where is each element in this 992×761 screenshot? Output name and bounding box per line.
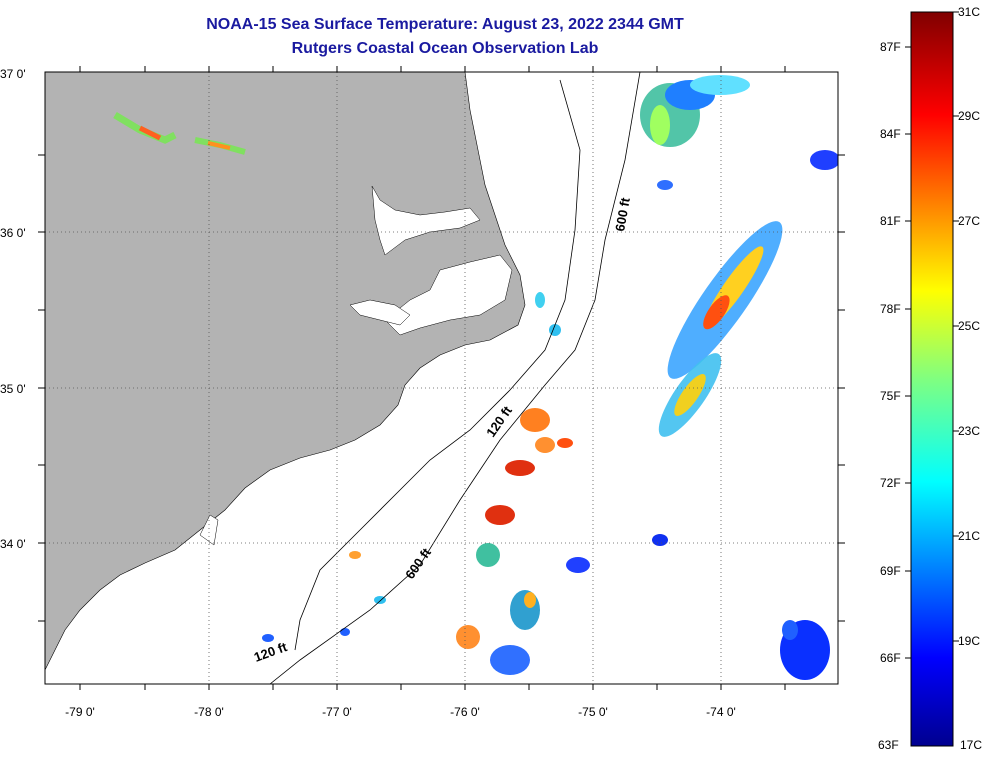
isobath-label: 600 ft: [612, 196, 633, 233]
albemarle-sound: [371, 185, 481, 256]
colorbar-f-label: 87F: [880, 40, 901, 54]
colorbar-f-label: 78F: [880, 302, 901, 316]
lat-label: 37 0': [0, 67, 26, 81]
sst-patches: [113, 75, 838, 680]
colorbar-ticks: [905, 11, 959, 659]
colorbar-c-label: 19C: [958, 634, 981, 648]
map-frame: [44, 71, 839, 685]
colorbar-c-label: 29C: [958, 109, 981, 123]
colorbar-f-label: 72F: [880, 476, 901, 490]
lat-label: 35 0': [0, 382, 26, 396]
graticule: [45, 72, 838, 684]
colorbar-f-label: 75F: [880, 389, 901, 403]
colorbar-c-label: 23C: [958, 424, 981, 438]
lat-label: 36 0': [0, 226, 26, 240]
lon-label: -78 0': [194, 705, 224, 719]
lon-label: -75 0': [578, 705, 608, 719]
colorbar-f-label: 84F: [880, 127, 901, 141]
neuse-river: [349, 299, 411, 326]
map-title: NOAA-15 Sea Surface Temperature: August …: [206, 16, 684, 33]
colorbar-c-label: 31C: [958, 5, 981, 19]
map-subtitle: Rutgers Coastal Ocean Observation Lab: [291, 40, 599, 57]
cape-fear-estuary: [199, 514, 219, 546]
lon-label: -77 0': [322, 705, 352, 719]
lat-label: 34 0': [0, 537, 26, 551]
lon-label: -74 0': [706, 705, 736, 719]
colorbar: [910, 11, 954, 747]
colorbar-f-label: 69F: [880, 564, 901, 578]
isobaths: [269, 72, 641, 684]
pamlico-sound: [384, 254, 513, 336]
colorbar-c-label: 17C: [960, 738, 983, 752]
colorbar-c-label: 27C: [958, 214, 981, 228]
colorbar-c-label: 21C: [958, 529, 981, 543]
colorbar-c-label: 25C: [958, 319, 981, 333]
lon-label: -76 0': [450, 705, 480, 719]
colorbar-f-label: 81F: [880, 214, 901, 228]
colorbar-f-label: 63F: [878, 738, 899, 752]
colorbar-f-label: 66F: [880, 651, 901, 665]
lon-label: -79 0': [65, 705, 95, 719]
tick-marks: [38, 66, 845, 690]
